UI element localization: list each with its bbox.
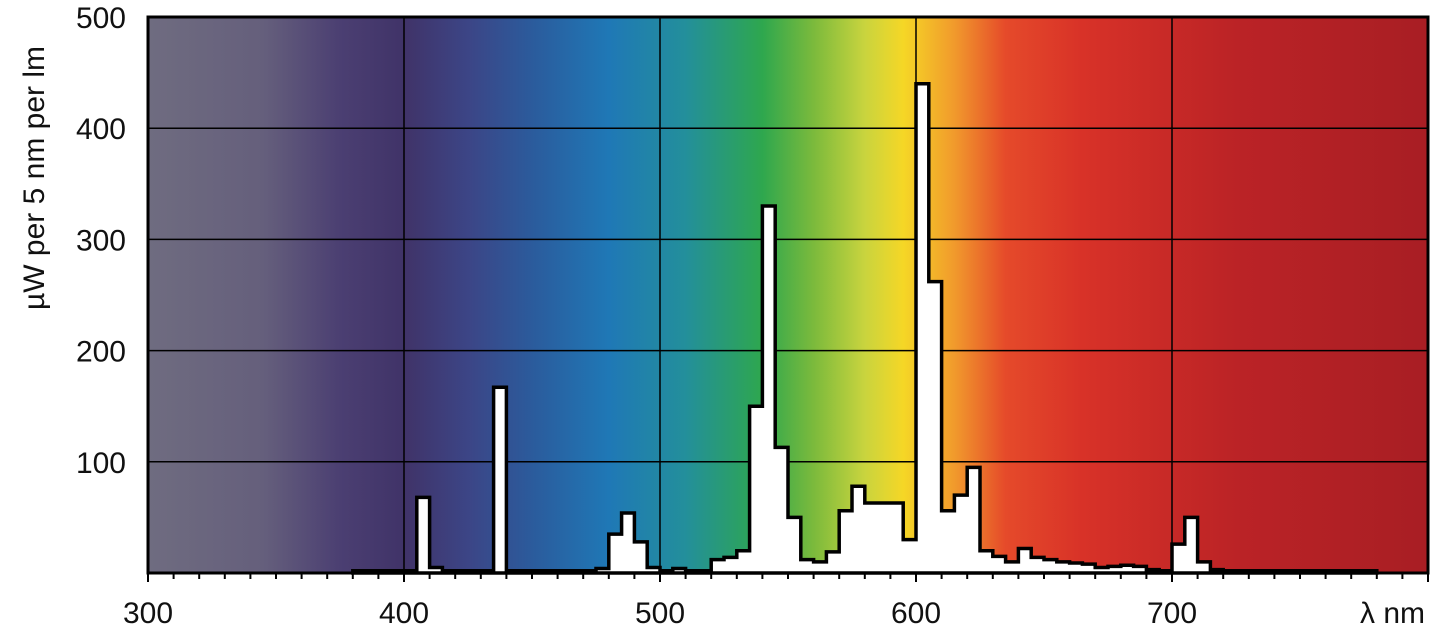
x-tick-label: 500 [635, 597, 685, 630]
y-axis: 100 200 300 400 500 [76, 2, 126, 480]
x-tick-label: 400 [379, 597, 429, 630]
series-area [351, 81, 1379, 575]
x-tick-label: 300 [123, 597, 173, 630]
x-axis: 300 400 500 600 700 [123, 573, 1429, 630]
y-tick-label: 100 [76, 447, 126, 480]
y-tick-label: 200 [76, 336, 126, 369]
y-tick-label: 500 [76, 2, 126, 35]
y-tick-label: 300 [76, 224, 126, 257]
y-tick-label: 400 [76, 113, 126, 146]
y-axis-title: µW per 5 nm per lm [18, 46, 51, 310]
x-tick-label: 700 [1147, 597, 1197, 630]
x-tick-label: 600 [891, 597, 941, 630]
x-axis-title: λ nm [1360, 597, 1425, 630]
